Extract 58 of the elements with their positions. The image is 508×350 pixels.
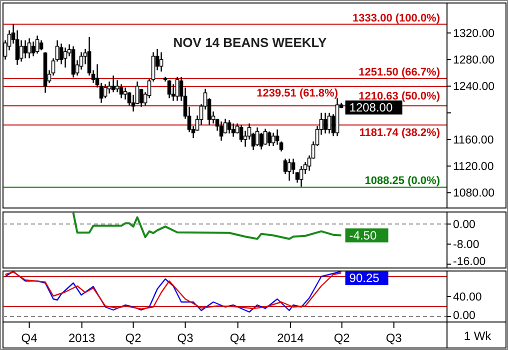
y-tick-label: 1080.00	[453, 188, 495, 200]
ref-line-label: 1251.50 (66.7%)	[358, 66, 440, 79]
x-tick-label: Q2	[125, 331, 142, 345]
text: 1 Wk	[464, 329, 492, 343]
candlestick	[231, 122, 236, 138]
y-tick-label: 1160.00	[453, 134, 494, 146]
y-tick-label: 40.00	[453, 292, 482, 304]
ref-line-label: 1239.51 (61.8%)	[256, 88, 338, 100]
candlestick	[59, 43, 64, 65]
candlestick	[63, 46, 68, 68]
annotation: 90.25	[349, 271, 380, 285]
ref-line-label: 1210.63 (50.0%)	[358, 90, 440, 103]
candlestick	[239, 124, 244, 143]
candlestick	[23, 40, 28, 59]
candlestick	[107, 80, 112, 94]
candlestick	[27, 38, 32, 59]
x-tick-label: 2013	[68, 331, 96, 345]
candlestick	[19, 40, 24, 62]
y-tick-label: 1120.00	[453, 161, 494, 174]
y-tick-label: 0.00	[453, 310, 476, 322]
candlestick	[159, 52, 164, 72]
y-tick-label: 0.00	[453, 219, 476, 232]
x-tick-label: Q3	[177, 331, 194, 345]
candlestick	[175, 76, 180, 102]
candlestick	[219, 120, 224, 142]
y-tick-label: 1240.00	[453, 81, 495, 94]
candlestick	[299, 165, 304, 188]
y-tick-label: -8.00	[453, 239, 480, 252]
candlestick	[323, 112, 328, 134]
candlestick	[287, 158, 292, 182]
y-tick-label: 1280.00	[453, 54, 495, 67]
candlestick	[39, 40, 44, 51]
annotation: -4.50	[349, 228, 377, 242]
candlestick	[227, 120, 232, 134]
candlestick	[111, 74, 116, 93]
text: NOV 14 BEANS WEEKLY	[173, 35, 328, 50]
ref-line-label: 1181.74 (38.2%)	[359, 126, 440, 139]
y-tick-label: 1320.00	[453, 28, 495, 40]
candlestick	[267, 130, 272, 147]
candlestick	[263, 128, 268, 146]
x-tick-label: Q4	[230, 331, 246, 345]
ref-line-label: 1088.25 (0.0%)	[364, 175, 440, 188]
x-tick-label: Q3	[386, 331, 402, 345]
candlestick	[167, 80, 172, 99]
line-series	[72, 212, 342, 240]
candlestick	[103, 84, 108, 99]
ref-line-label: 1333.00 (100.0%)	[352, 12, 440, 24]
candlestick	[255, 126, 260, 147]
y-tick-label: -16.00	[453, 256, 486, 268]
candlestick	[35, 35, 40, 54]
x-tick-label: 2014	[277, 331, 304, 345]
x-tick-label: Q2	[334, 331, 350, 345]
candlestick	[139, 88, 144, 108]
candlestick	[271, 132, 276, 147]
x-tick-label: Q4	[21, 331, 38, 345]
candlestick	[119, 84, 124, 99]
candlestick	[327, 112, 332, 134]
annotation: 1208.00	[349, 100, 393, 114]
